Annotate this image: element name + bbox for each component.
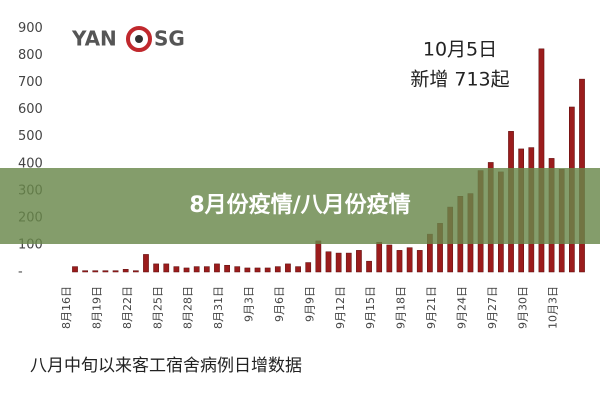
bar (376, 241, 383, 273)
x-tick-label: 9月18日 (395, 286, 408, 329)
x-tick-label: 8月28日 (182, 286, 195, 329)
logo-text: YAN (71, 27, 117, 51)
caption: 八月中旬以来客工宿舍病例日增数据 (30, 356, 302, 376)
y-tick-label: - (18, 265, 23, 280)
bar (538, 48, 545, 273)
bar (366, 260, 372, 273)
bar (234, 266, 241, 273)
bar (274, 266, 281, 273)
x-tick-label: 9月30日 (516, 286, 529, 329)
bar (345, 252, 352, 273)
bar (285, 263, 291, 273)
x-tick-label: 9月21日 (425, 286, 438, 329)
bar (325, 251, 332, 273)
y-tick-label: 400 (18, 156, 43, 171)
bar (183, 267, 190, 273)
y-tick-label: 900 (18, 21, 43, 36)
x-tick-label: 8月16日 (60, 286, 73, 329)
x-tick-label: 9月12日 (334, 286, 347, 329)
bar (173, 266, 180, 273)
bar (163, 263, 170, 273)
bar (396, 250, 403, 273)
bar (132, 270, 139, 273)
x-tick-label: 10月3日 (547, 286, 560, 329)
bar (122, 269, 129, 273)
bar (153, 263, 159, 273)
bar (264, 267, 271, 273)
logo-text: SG (154, 27, 185, 51)
bar (416, 250, 423, 273)
bar (295, 266, 301, 273)
bar (203, 266, 210, 273)
bar (72, 266, 78, 273)
x-tick-label: 8月22日 (121, 286, 134, 329)
y-tick-label: 600 (18, 102, 43, 117)
x-tick-label: 8月25日 (151, 286, 164, 329)
bar (335, 252, 342, 273)
bar (406, 247, 413, 273)
x-tick-label: 9月15日 (364, 286, 377, 329)
logo-icon (135, 35, 143, 43)
logo-icon (126, 26, 152, 52)
bar (386, 244, 393, 273)
banner-text: 8月份疫情/八月份疫情 (189, 192, 410, 218)
bar (112, 270, 119, 273)
x-tick-label: 8月19日 (90, 286, 103, 329)
bar (315, 240, 322, 273)
bar (244, 267, 251, 273)
bar (224, 264, 230, 273)
bar (305, 262, 312, 273)
annotation: 10月5日 (423, 39, 497, 61)
y-tick-label: 500 (18, 129, 43, 144)
annotation: 新增 713起 (410, 69, 509, 91)
bar (143, 254, 149, 273)
bar (193, 266, 200, 273)
y-tick-label: 700 (18, 75, 43, 90)
bar (102, 270, 109, 273)
x-tick-label: 9月27日 (486, 286, 499, 329)
x-tick-label: 9月24日 (455, 286, 468, 329)
logo: YAN SG (71, 26, 185, 52)
x-tick-label: 9月3日 (243, 286, 256, 322)
x-tick-label: 8月31日 (212, 286, 225, 329)
bar (214, 263, 220, 273)
bar (92, 270, 99, 273)
x-tick-label: 9月6日 (273, 286, 286, 322)
banner (0, 168, 600, 244)
bar (254, 267, 261, 273)
bar (82, 270, 88, 273)
y-tick-label: 800 (18, 48, 43, 63)
x-tick-label: 9月9日 (303, 286, 316, 322)
bar (356, 250, 362, 273)
